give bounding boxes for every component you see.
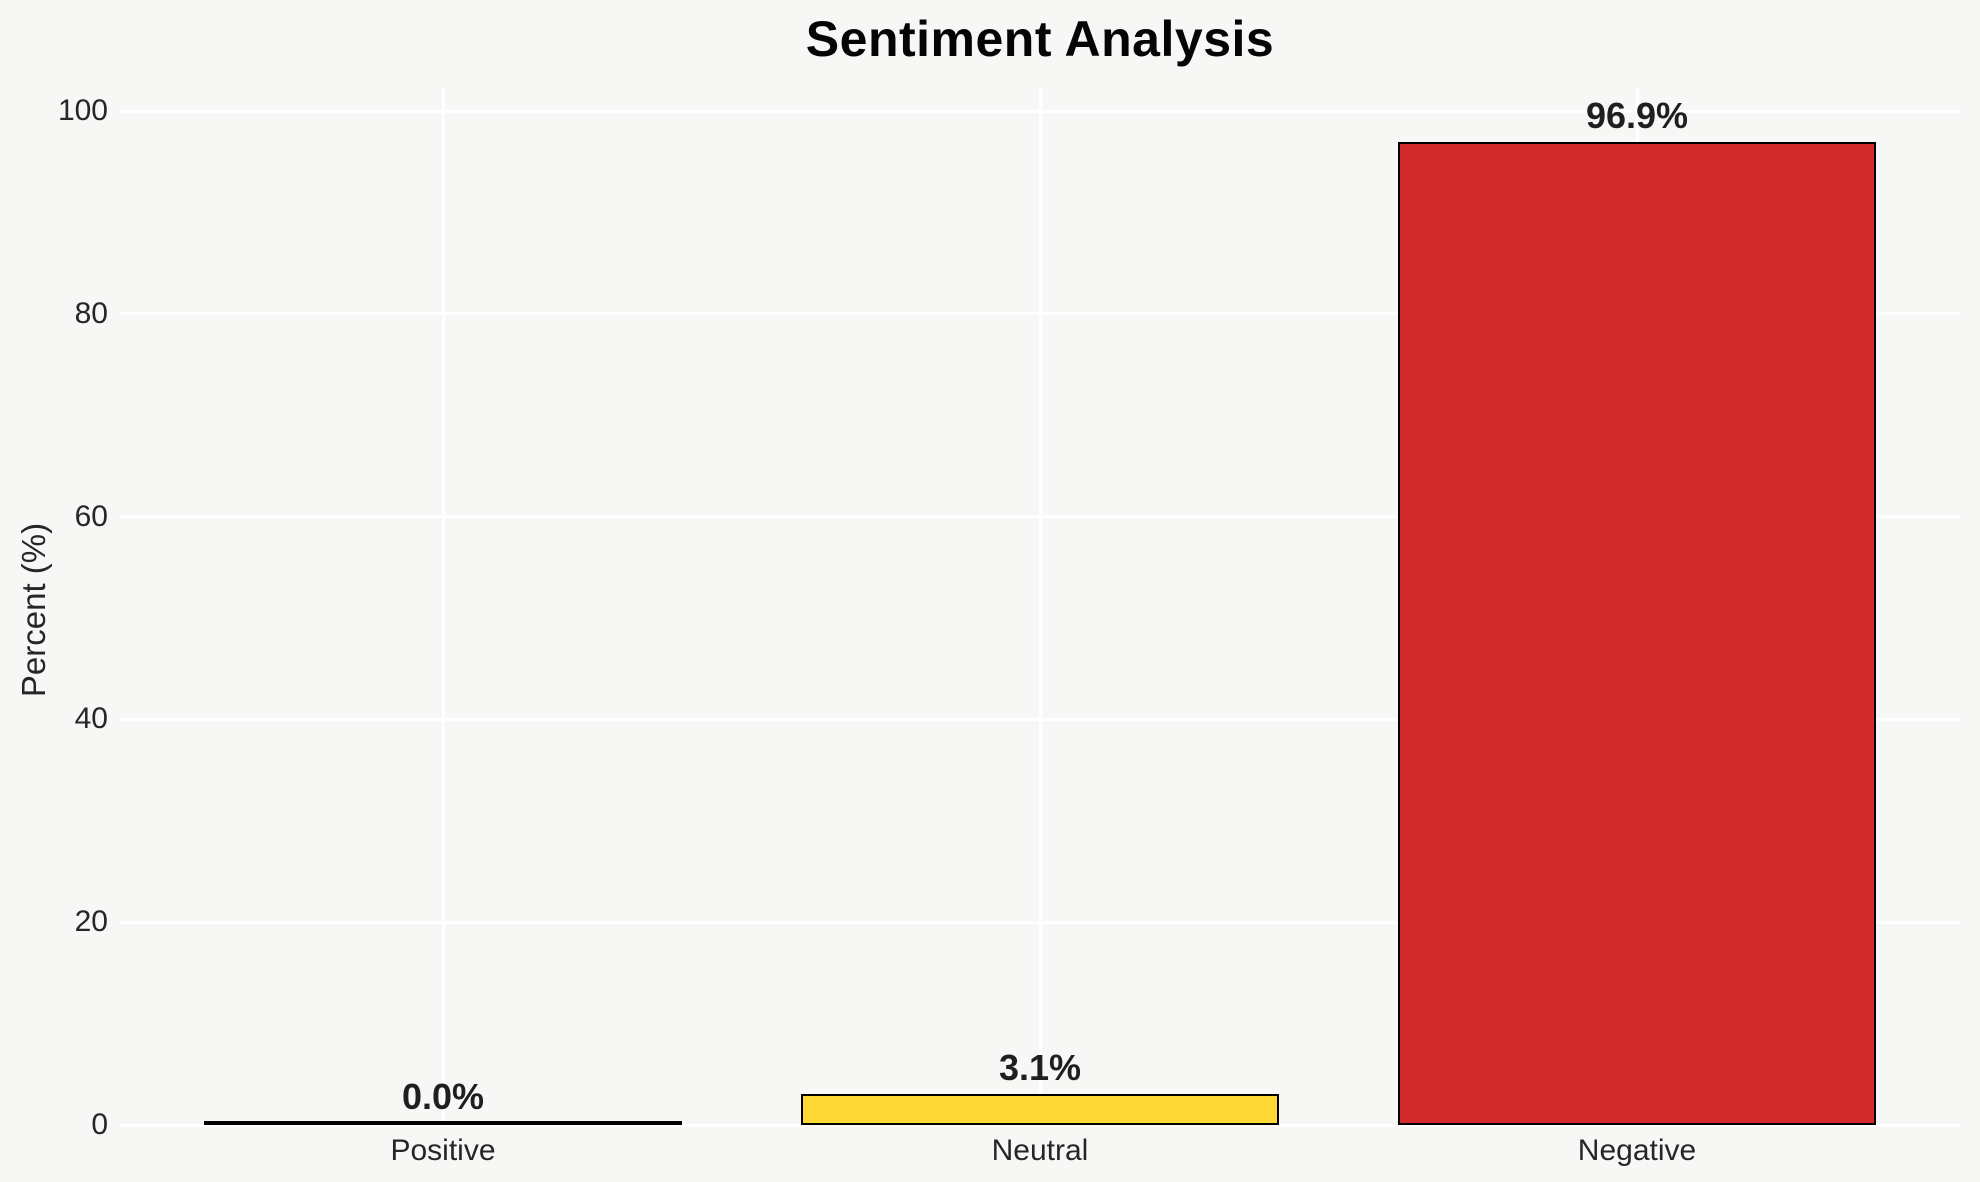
y-tick-label: 60: [74, 499, 108, 533]
y-tick-label: 100: [57, 94, 108, 127]
bar-value-label: 3.1%: [998, 1047, 1082, 1088]
plot-area: 0.0% Positive 3.1% Neutral 96.9% Negative: [120, 88, 1960, 1167]
y-tick-label: 0: [91, 1108, 108, 1141]
y-axis-label: Percent (%): [15, 522, 52, 698]
x-tick-label: Neutral: [991, 1134, 1089, 1167]
bar: [801, 1094, 1279, 1125]
bar-value-label: 96.9%: [1585, 95, 1689, 136]
gridline-y: [120, 1123, 1960, 1127]
x-tick-label: Negative: [1577, 1134, 1697, 1167]
y-tick-label: 20: [74, 905, 108, 939]
bar: [204, 1121, 682, 1125]
y-tick-label: 80: [74, 296, 108, 330]
chart-title: Sentiment Analysis: [805, 11, 1275, 67]
bar: [1398, 142, 1876, 1125]
x-tick-label: Positive: [390, 1134, 496, 1167]
y-tick-label: 40: [74, 702, 108, 736]
gridline-x: [441, 88, 445, 1125]
bar-value-label: 0.0%: [401, 1076, 485, 1117]
gridline-x: [1038, 88, 1042, 1125]
